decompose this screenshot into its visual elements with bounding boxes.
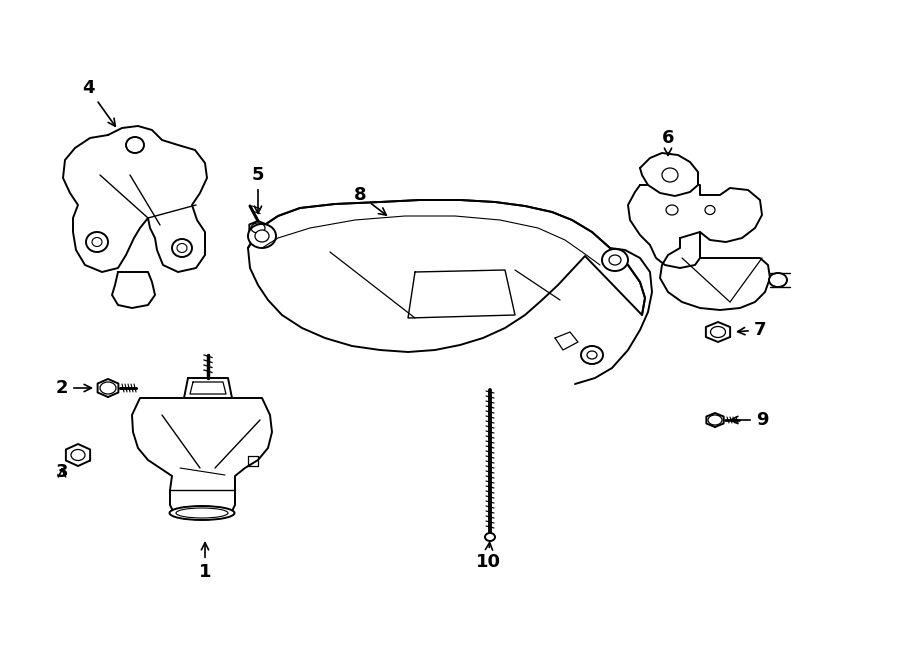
Polygon shape — [249, 221, 266, 235]
Ellipse shape — [587, 351, 597, 359]
Text: 8: 8 — [354, 186, 386, 215]
Text: 9: 9 — [731, 411, 769, 429]
Ellipse shape — [126, 137, 144, 153]
Polygon shape — [97, 379, 119, 397]
Ellipse shape — [169, 506, 235, 520]
Text: 6: 6 — [662, 129, 674, 155]
Ellipse shape — [769, 273, 787, 287]
Ellipse shape — [581, 346, 603, 364]
Polygon shape — [132, 398, 272, 518]
Text: 2: 2 — [56, 379, 92, 397]
Polygon shape — [640, 153, 698, 196]
Ellipse shape — [705, 206, 715, 215]
Polygon shape — [628, 185, 762, 268]
Polygon shape — [706, 413, 724, 427]
Polygon shape — [184, 378, 232, 398]
Polygon shape — [248, 200, 645, 352]
Ellipse shape — [662, 168, 678, 182]
Text: 10: 10 — [475, 543, 500, 571]
Ellipse shape — [609, 255, 621, 265]
Ellipse shape — [172, 239, 192, 257]
Text: 7: 7 — [738, 321, 766, 339]
Ellipse shape — [86, 232, 108, 252]
Ellipse shape — [255, 230, 269, 242]
Polygon shape — [112, 272, 155, 308]
Ellipse shape — [248, 224, 276, 248]
Polygon shape — [63, 126, 207, 272]
Text: 4: 4 — [82, 79, 115, 126]
Polygon shape — [66, 444, 90, 466]
Ellipse shape — [666, 205, 678, 215]
Text: 1: 1 — [199, 543, 212, 581]
Ellipse shape — [602, 249, 628, 271]
Polygon shape — [706, 322, 730, 342]
Ellipse shape — [485, 533, 495, 541]
Text: 3: 3 — [56, 463, 68, 481]
Polygon shape — [660, 232, 770, 310]
Text: 5: 5 — [252, 166, 265, 214]
